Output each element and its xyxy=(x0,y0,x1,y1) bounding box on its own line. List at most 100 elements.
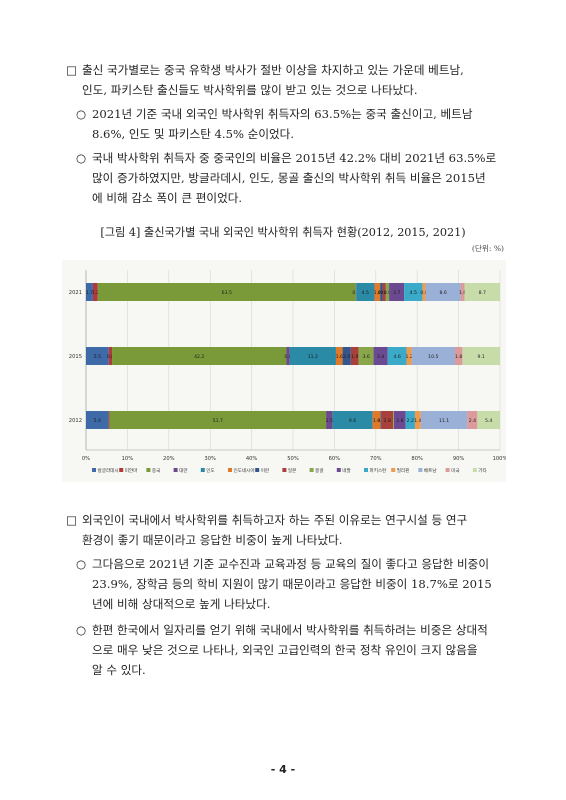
text-line: 으로 매우 낮은 것으로 나타나, 외국인 고급인력의 한국 정착 유인이 크지… xyxy=(92,643,478,657)
text-line: 인도, 파키스탄 출신들도 박사학위를 많이 받고 있는 것으로 나타났다. xyxy=(82,83,418,97)
bar-segment xyxy=(380,411,382,429)
bar-segment xyxy=(374,283,381,301)
legend-swatch xyxy=(282,468,287,472)
text-line: 2021년 기준 국내 외국인 박사학위 취득자의 63.5%는 중국 출신이고… xyxy=(92,107,473,121)
text-line: 그다음으로 2021년 기준 교수진과 교육과정 등 교육의 질이 좋다고 응답… xyxy=(92,557,490,571)
bar-segment xyxy=(358,347,374,365)
x-tick-label: 60% xyxy=(329,456,341,462)
bar-segment xyxy=(382,283,386,301)
data-label: 0.8 xyxy=(384,290,391,296)
bar-segment xyxy=(405,411,415,429)
legend-label: 베트남 xyxy=(424,467,437,474)
bar-segment xyxy=(286,347,290,365)
stacked-bar-chart: 0% 10% 20% 30% 40% 50% 60% 70% 80% 90% 100% 2021 1.7… xyxy=(62,260,506,482)
bar-segment xyxy=(335,347,343,365)
legend-label: 미얀마 xyxy=(125,467,138,474)
data-label: 8.6 xyxy=(439,290,446,296)
bar-segment xyxy=(404,283,423,301)
x-tick-label: 50% xyxy=(287,456,299,462)
bar-segment xyxy=(425,283,461,301)
circle-bullet-icon: ○ xyxy=(76,151,87,165)
subparagraph-2021-share: ○ 2021년 기준 국내 외국인 박사학위 취득자의 63.5%는 중국 출신이… xyxy=(76,104,506,144)
data-label: 0.6 xyxy=(378,290,385,296)
data-label: 1.6 xyxy=(336,354,343,360)
square-bullet-icon: □ xyxy=(66,63,77,77)
x-tick-label: 30% xyxy=(204,456,216,462)
legend-swatch xyxy=(309,468,314,472)
data-label: 1.5 xyxy=(326,418,333,424)
data-label: 0.8 xyxy=(284,354,291,360)
bar-segment xyxy=(406,347,412,365)
data-label: 1.7 xyxy=(86,290,93,296)
legend-label: 필리핀 xyxy=(397,467,410,474)
y-category-label: 2021 xyxy=(69,290,82,296)
legend-label: 인도 xyxy=(206,467,214,474)
legend-label: 방글라데시 xyxy=(98,467,119,474)
figure-unit: (단위: %) xyxy=(471,244,504,253)
bar-segment xyxy=(467,411,478,429)
bar-segment xyxy=(389,283,405,301)
bar-segment xyxy=(326,411,333,429)
legend-label: 일본 xyxy=(288,467,296,474)
data-label: 5.4 xyxy=(94,418,101,424)
legend-swatch xyxy=(228,468,232,472)
data-label: 10.5 xyxy=(428,354,438,360)
x-tick-label: 40% xyxy=(246,456,258,462)
data-label: 11.1 xyxy=(439,418,449,424)
y-category-label: 2012 xyxy=(69,418,82,424)
bar-segment xyxy=(342,347,351,365)
legend-label: 파키스탄 xyxy=(370,467,388,474)
data-label: 5.5 xyxy=(94,354,101,360)
data-label: 9.6 xyxy=(349,418,356,424)
square-bullet-icon: □ xyxy=(66,513,77,527)
data-label: 1.2 xyxy=(92,290,99,296)
legend-swatch xyxy=(472,468,477,472)
legend-label: 대만 xyxy=(179,467,188,474)
bar-segment xyxy=(373,347,388,365)
bar-segment xyxy=(420,411,468,429)
legend-label: 미국 xyxy=(451,467,459,474)
bar-segment xyxy=(414,411,421,429)
bar-segment xyxy=(387,347,407,365)
paragraph-reasons: □ 외국인이 국내에서 박사학위를 취득하고자 하는 주된 이유로는 연구시설 등… xyxy=(66,510,506,550)
data-label: 3.7 xyxy=(393,290,400,296)
text-line: 국내 박사학위 취득자 중 중국인의 비율은 2015년 42.2% 대비 20… xyxy=(92,151,497,165)
bar-segment xyxy=(108,347,113,365)
bar-segment xyxy=(86,347,109,365)
data-label: 1.2 xyxy=(405,354,412,360)
bar-segment xyxy=(393,411,394,429)
data-label: 9.1 xyxy=(478,354,485,360)
data-label: 4.5 xyxy=(410,290,417,296)
legend-swatch xyxy=(119,468,124,472)
bar-segment xyxy=(393,411,406,429)
data-label: 4.5 xyxy=(362,290,369,296)
legend-swatch xyxy=(173,468,178,472)
legend-swatch xyxy=(445,468,450,472)
data-label: 0.1 xyxy=(352,290,359,296)
legend-label: 중국 xyxy=(152,468,160,474)
data-label: 2.8 xyxy=(396,418,403,424)
data-label: 5.4 xyxy=(485,418,492,424)
data-label: 1.4 xyxy=(374,290,381,296)
legend-label: 몽골 xyxy=(315,468,323,474)
legend-swatch xyxy=(364,468,368,472)
legend-label: 인도네시아 xyxy=(234,467,256,474)
paragraph-nationality-summary: □ 출신 국가별로는 중국 유학생 박사가 절반 이상을 차지하고 있는 가운데 … xyxy=(66,60,506,100)
bar-segment xyxy=(108,411,110,429)
data-label: 0.8 xyxy=(381,290,388,296)
x-tick-label: 0% xyxy=(82,456,90,462)
data-label: 1.8 xyxy=(455,354,462,360)
circle-bullet-icon: ○ xyxy=(76,623,87,637)
circle-bullet-icon: ○ xyxy=(76,557,87,571)
data-label: 3.6 xyxy=(362,354,369,360)
bar-segment xyxy=(411,347,455,365)
subparagraph-education-quality: ○ 그다음으로 2021년 기준 교수진과 교육과정 등 교육의 질이 좋다고 응… xyxy=(76,554,506,614)
figure-caption: [그림 4] 출신국가별 국내 외국인 박사학위 취득자 현황(2012, 20… xyxy=(100,226,466,239)
y-category-label: 2015 xyxy=(69,354,82,360)
data-label: 42.2 xyxy=(194,354,204,360)
bar-segment xyxy=(92,283,98,301)
legend-swatch xyxy=(92,468,96,472)
legend-swatch xyxy=(391,468,396,472)
legend-swatch xyxy=(255,468,260,472)
bar-segment xyxy=(380,283,383,301)
